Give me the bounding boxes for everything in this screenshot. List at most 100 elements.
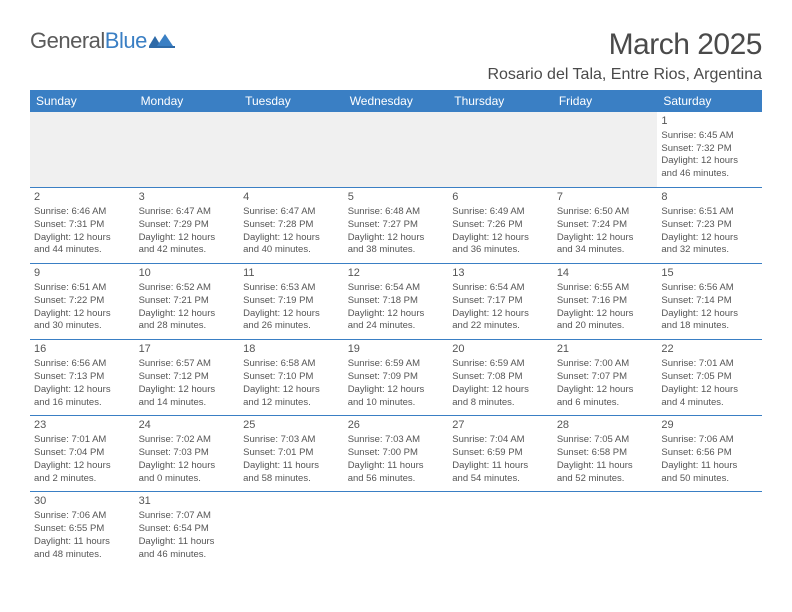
daylight-line-2: and 30 minutes. [34,320,131,333]
calendar-week-row: 23Sunrise: 7:01 AMSunset: 7:04 PMDayligh… [30,416,762,492]
daylight-line-2: and 32 minutes. [661,244,758,257]
calendar-day-cell: 30Sunrise: 7:06 AMSunset: 6:55 PMDayligh… [30,492,135,568]
location-subtitle: Rosario del Tala, Entre Rios, Argentina [487,66,762,84]
day-number: 28 [557,418,654,433]
sunset-line: Sunset: 7:14 PM [661,295,758,308]
sunset-line: Sunset: 6:54 PM [139,523,236,536]
sunset-line: Sunset: 7:28 PM [243,219,340,232]
daylight-line-1: Daylight: 12 hours [452,232,549,245]
daylight-line-1: Daylight: 12 hours [34,232,131,245]
day-number: 17 [139,342,236,357]
weekday-header: Sunday [30,90,135,112]
daylight-line-1: Daylight: 12 hours [243,384,340,397]
daylight-line-1: Daylight: 12 hours [243,232,340,245]
daylight-line-2: and 42 minutes. [139,244,236,257]
daylight-line-2: and 36 minutes. [452,244,549,257]
sunrise-line: Sunrise: 6:45 AM [661,130,758,143]
daylight-line-2: and 6 minutes. [557,397,654,410]
calendar-day-cell: 8Sunrise: 6:51 AMSunset: 7:23 PMDaylight… [657,188,762,264]
daylight-line-1: Daylight: 11 hours [661,460,758,473]
daylight-line-1: Daylight: 12 hours [348,232,445,245]
sunrise-line: Sunrise: 7:06 AM [661,434,758,447]
day-number: 16 [34,342,131,357]
daylight-line-2: and 28 minutes. [139,320,236,333]
sunrise-line: Sunrise: 7:03 AM [348,434,445,447]
daylight-line-2: and 52 minutes. [557,473,654,486]
sunset-line: Sunset: 7:07 PM [557,371,654,384]
day-number: 11 [243,266,340,281]
calendar-day-cell: 12Sunrise: 6:54 AMSunset: 7:18 PMDayligh… [344,264,449,340]
sunset-line: Sunset: 6:56 PM [661,447,758,460]
calendar-day-cell [30,112,135,188]
sunset-line: Sunset: 7:01 PM [243,447,340,460]
sunset-line: Sunset: 6:59 PM [452,447,549,460]
calendar-day-cell [448,112,553,188]
sunrise-line: Sunrise: 6:49 AM [452,206,549,219]
calendar-day-cell: 18Sunrise: 6:58 AMSunset: 7:10 PMDayligh… [239,340,344,416]
daylight-line-2: and 44 minutes. [34,244,131,257]
sunrise-line: Sunrise: 7:00 AM [557,358,654,371]
daylight-line-2: and 48 minutes. [34,549,131,562]
calendar-day-cell [135,112,240,188]
sunset-line: Sunset: 6:55 PM [34,523,131,536]
daylight-line-1: Daylight: 11 hours [139,536,236,549]
calendar-day-cell: 16Sunrise: 6:56 AMSunset: 7:13 PMDayligh… [30,340,135,416]
calendar-day-cell: 11Sunrise: 6:53 AMSunset: 7:19 PMDayligh… [239,264,344,340]
day-number: 5 [348,190,445,205]
sunset-line: Sunset: 7:16 PM [557,295,654,308]
daylight-line-2: and 16 minutes. [34,397,131,410]
calendar-day-cell: 6Sunrise: 6:49 AMSunset: 7:26 PMDaylight… [448,188,553,264]
daylight-line-1: Daylight: 12 hours [34,384,131,397]
day-number: 12 [348,266,445,281]
calendar-day-cell: 2Sunrise: 6:46 AMSunset: 7:31 PMDaylight… [30,188,135,264]
daylight-line-2: and 56 minutes. [348,473,445,486]
day-number: 7 [557,190,654,205]
weekday-header: Saturday [657,90,762,112]
sunrise-line: Sunrise: 6:59 AM [452,358,549,371]
daylight-line-2: and 4 minutes. [661,397,758,410]
sunset-line: Sunset: 7:23 PM [661,219,758,232]
weekday-header: Monday [135,90,240,112]
day-number: 15 [661,266,758,281]
calendar-day-cell: 9Sunrise: 6:51 AMSunset: 7:22 PMDaylight… [30,264,135,340]
calendar-day-cell: 14Sunrise: 6:55 AMSunset: 7:16 PMDayligh… [553,264,658,340]
day-number: 4 [243,190,340,205]
sunset-line: Sunset: 7:04 PM [34,447,131,460]
sunset-line: Sunset: 6:58 PM [557,447,654,460]
daylight-line-2: and 2 minutes. [34,473,131,486]
calendar-day-cell [344,492,449,568]
sunset-line: Sunset: 7:29 PM [139,219,236,232]
sunrise-line: Sunrise: 7:02 AM [139,434,236,447]
sunset-line: Sunset: 7:27 PM [348,219,445,232]
sunset-line: Sunset: 7:08 PM [452,371,549,384]
daylight-line-1: Daylight: 12 hours [661,232,758,245]
title-block: March 2025 Rosario del Tala, Entre Rios,… [487,28,762,84]
daylight-line-2: and 24 minutes. [348,320,445,333]
day-number: 18 [243,342,340,357]
sunrise-line: Sunrise: 6:54 AM [348,282,445,295]
logo-flag-icon [149,32,175,50]
sunrise-line: Sunrise: 6:58 AM [243,358,340,371]
sunrise-line: Sunrise: 6:47 AM [139,206,236,219]
daylight-line-2: and 0 minutes. [139,473,236,486]
day-number: 27 [452,418,549,433]
calendar-week-row: 1Sunrise: 6:45 AMSunset: 7:32 PMDaylight… [30,112,762,188]
daylight-line-2: and 46 minutes. [139,549,236,562]
weekday-header: Wednesday [344,90,449,112]
day-number: 8 [661,190,758,205]
calendar-day-cell: 27Sunrise: 7:04 AMSunset: 6:59 PMDayligh… [448,416,553,492]
calendar-day-cell: 21Sunrise: 7:00 AMSunset: 7:07 PMDayligh… [553,340,658,416]
calendar-day-cell: 15Sunrise: 6:56 AMSunset: 7:14 PMDayligh… [657,264,762,340]
calendar-day-cell: 25Sunrise: 7:03 AMSunset: 7:01 PMDayligh… [239,416,344,492]
logo: General Blue [30,28,175,54]
calendar-day-cell [657,492,762,568]
day-number: 13 [452,266,549,281]
daylight-line-1: Daylight: 12 hours [452,384,549,397]
daylight-line-1: Daylight: 11 hours [243,460,340,473]
day-number: 14 [557,266,654,281]
daylight-line-1: Daylight: 12 hours [348,308,445,321]
sunset-line: Sunset: 7:19 PM [243,295,340,308]
calendar-week-row: 9Sunrise: 6:51 AMSunset: 7:22 PMDaylight… [30,264,762,340]
calendar-day-cell: 4Sunrise: 6:47 AMSunset: 7:28 PMDaylight… [239,188,344,264]
calendar-week-row: 30Sunrise: 7:06 AMSunset: 6:55 PMDayligh… [30,492,762,568]
